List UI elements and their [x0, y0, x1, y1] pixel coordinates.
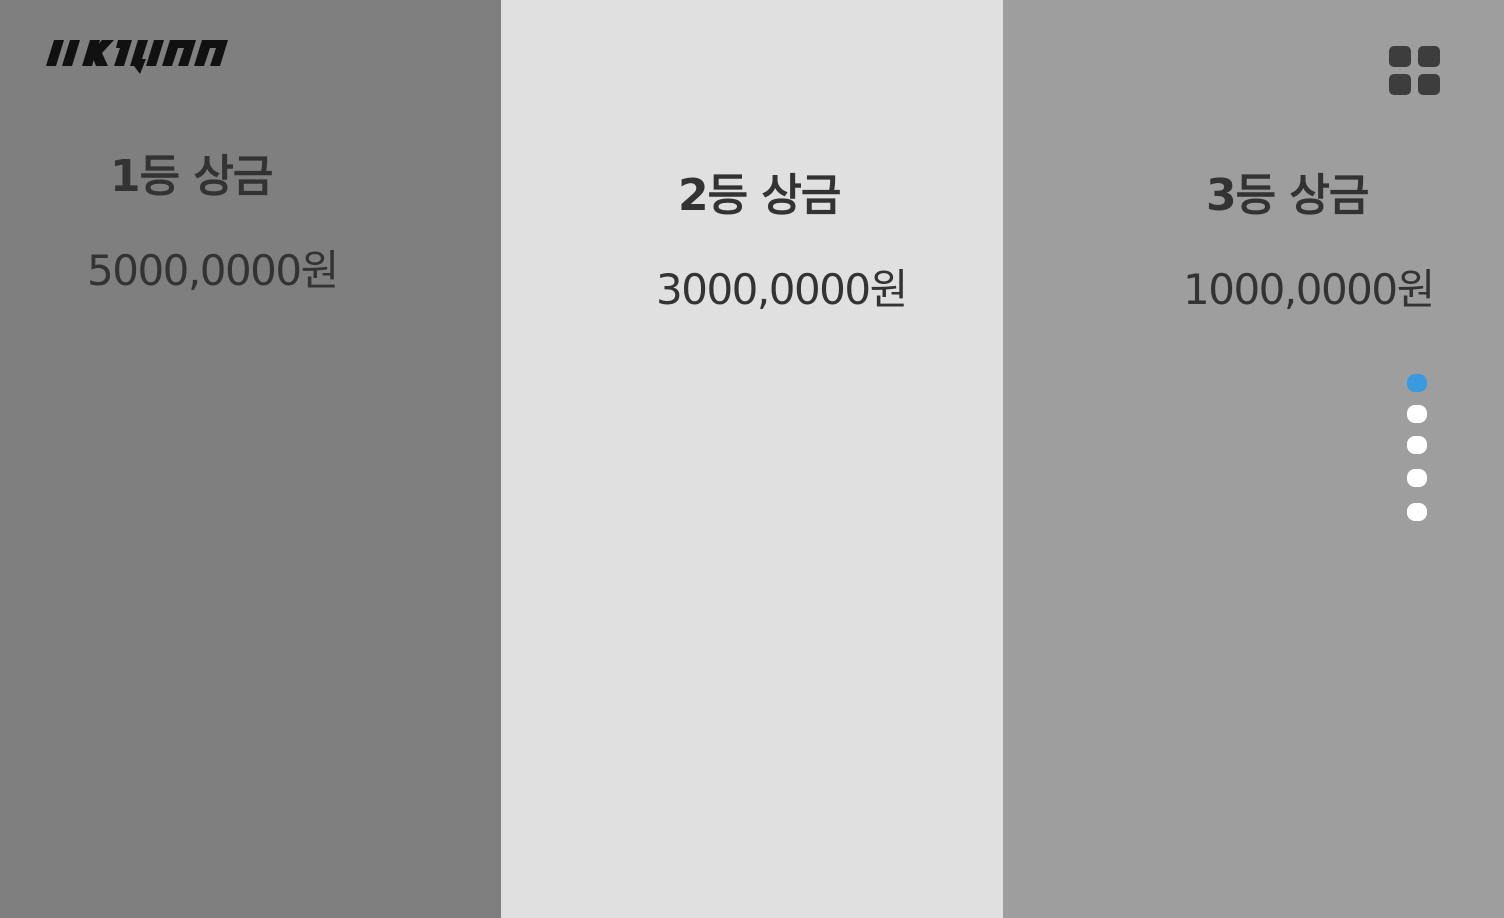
prize-panel-third: 3등 상금 1000,0000원 — [1003, 0, 1504, 918]
third-prize-amount: 1000,0000원 — [1183, 265, 1435, 314]
grid-cell — [1389, 74, 1411, 95]
grid-cell — [1418, 74, 1440, 95]
first-prize-amount: 5000,0000원 — [87, 246, 339, 295]
page-dot-3[interactable] — [1407, 436, 1427, 454]
first-prize-title: 1등 상금 — [110, 151, 273, 202]
page-dot-5[interactable] — [1407, 503, 1427, 521]
second-prize-title: 2등 상금 — [678, 170, 841, 221]
brand-logo[interactable] — [44, 34, 234, 74]
page-dot-4[interactable] — [1407, 469, 1427, 487]
grid-menu-icon[interactable] — [1387, 44, 1443, 98]
grid-cell — [1389, 46, 1411, 67]
prize-panel-second: 2등 상금 3000,0000원 — [501, 0, 1003, 918]
grid-cell — [1418, 46, 1440, 67]
page-dot-1[interactable] — [1407, 374, 1427, 392]
page-dot-2[interactable] — [1407, 405, 1427, 423]
third-prize-title: 3등 상금 — [1206, 170, 1369, 221]
prize-panel-first: 1등 상금 5000,0000원 — [0, 0, 501, 918]
second-prize-amount: 3000,0000원 — [656, 265, 908, 314]
